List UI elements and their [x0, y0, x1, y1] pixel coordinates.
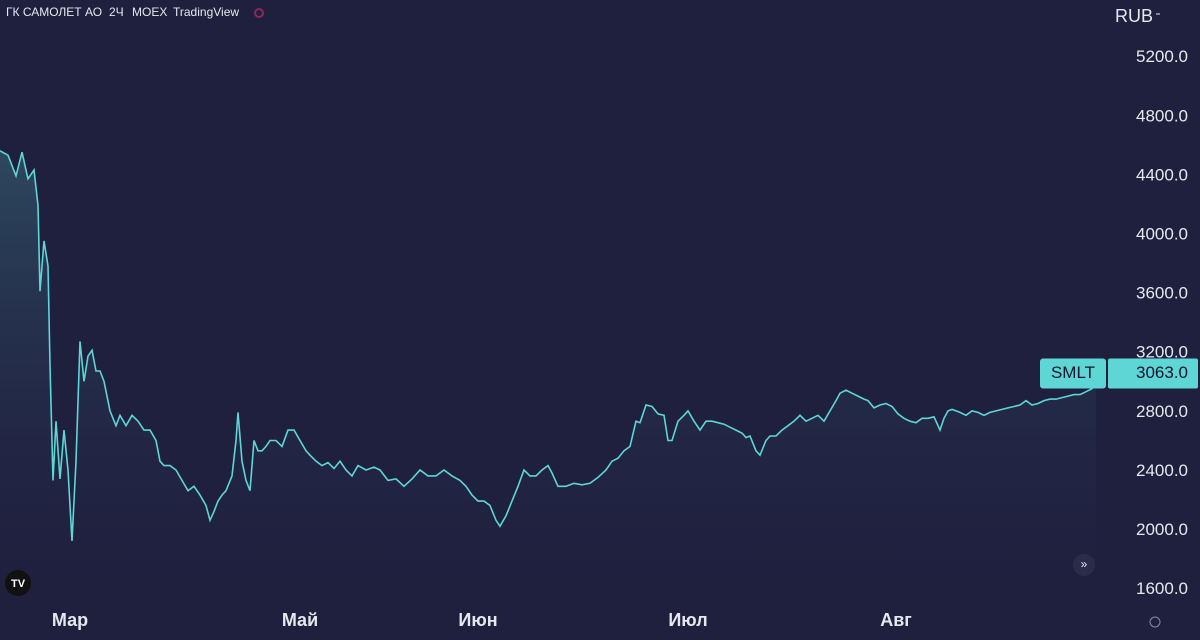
scroll-button[interactable]: »	[1073, 554, 1095, 576]
x-tick-label: Июн	[458, 610, 497, 630]
y-tick-label: 4000.0	[1136, 224, 1188, 243]
y-tick-label: 1600.0	[1136, 579, 1188, 598]
status-dot	[254, 8, 264, 18]
y-tick-label: 4800.0	[1136, 106, 1188, 125]
svg-text:»: »	[1081, 557, 1088, 571]
price-tag	[1108, 358, 1198, 389]
settings-icon[interactable]	[1149, 616, 1161, 628]
price-label: 3063.0	[1136, 363, 1188, 382]
svg-text:TV: TV	[11, 578, 26, 590]
y-tick-label: 3200.0	[1136, 343, 1188, 362]
y-tick-label: 4400.0	[1136, 165, 1188, 184]
exchange: MOEX	[132, 5, 167, 19]
x-tick-label: Мар	[52, 610, 88, 630]
source: TradingView	[173, 5, 239, 19]
symbol-tag	[1040, 358, 1106, 389]
x-tick-label: Июл	[668, 610, 707, 630]
y-tick-label: 3600.0	[1136, 284, 1188, 303]
interval: 2Ч	[109, 5, 124, 19]
x-tick-label: Май	[282, 610, 318, 630]
area	[0, 150, 1096, 607]
currency[interactable]: RUB	[1115, 6, 1153, 26]
y-tick-label: 5200.0	[1136, 47, 1188, 66]
x-tick-label: Авг	[880, 610, 912, 630]
symbol-name: SMLT	[1051, 363, 1095, 382]
y-tick-label: 2400.0	[1136, 461, 1188, 480]
tv-logo[interactable]: TV	[5, 570, 31, 596]
line	[0, 150, 1097, 542]
chart-title: ГК САМОЛЕТ АО	[6, 5, 102, 19]
y-tick-label: 2000.0	[1136, 520, 1188, 539]
y-tick-label: 2800.0	[1136, 402, 1188, 421]
